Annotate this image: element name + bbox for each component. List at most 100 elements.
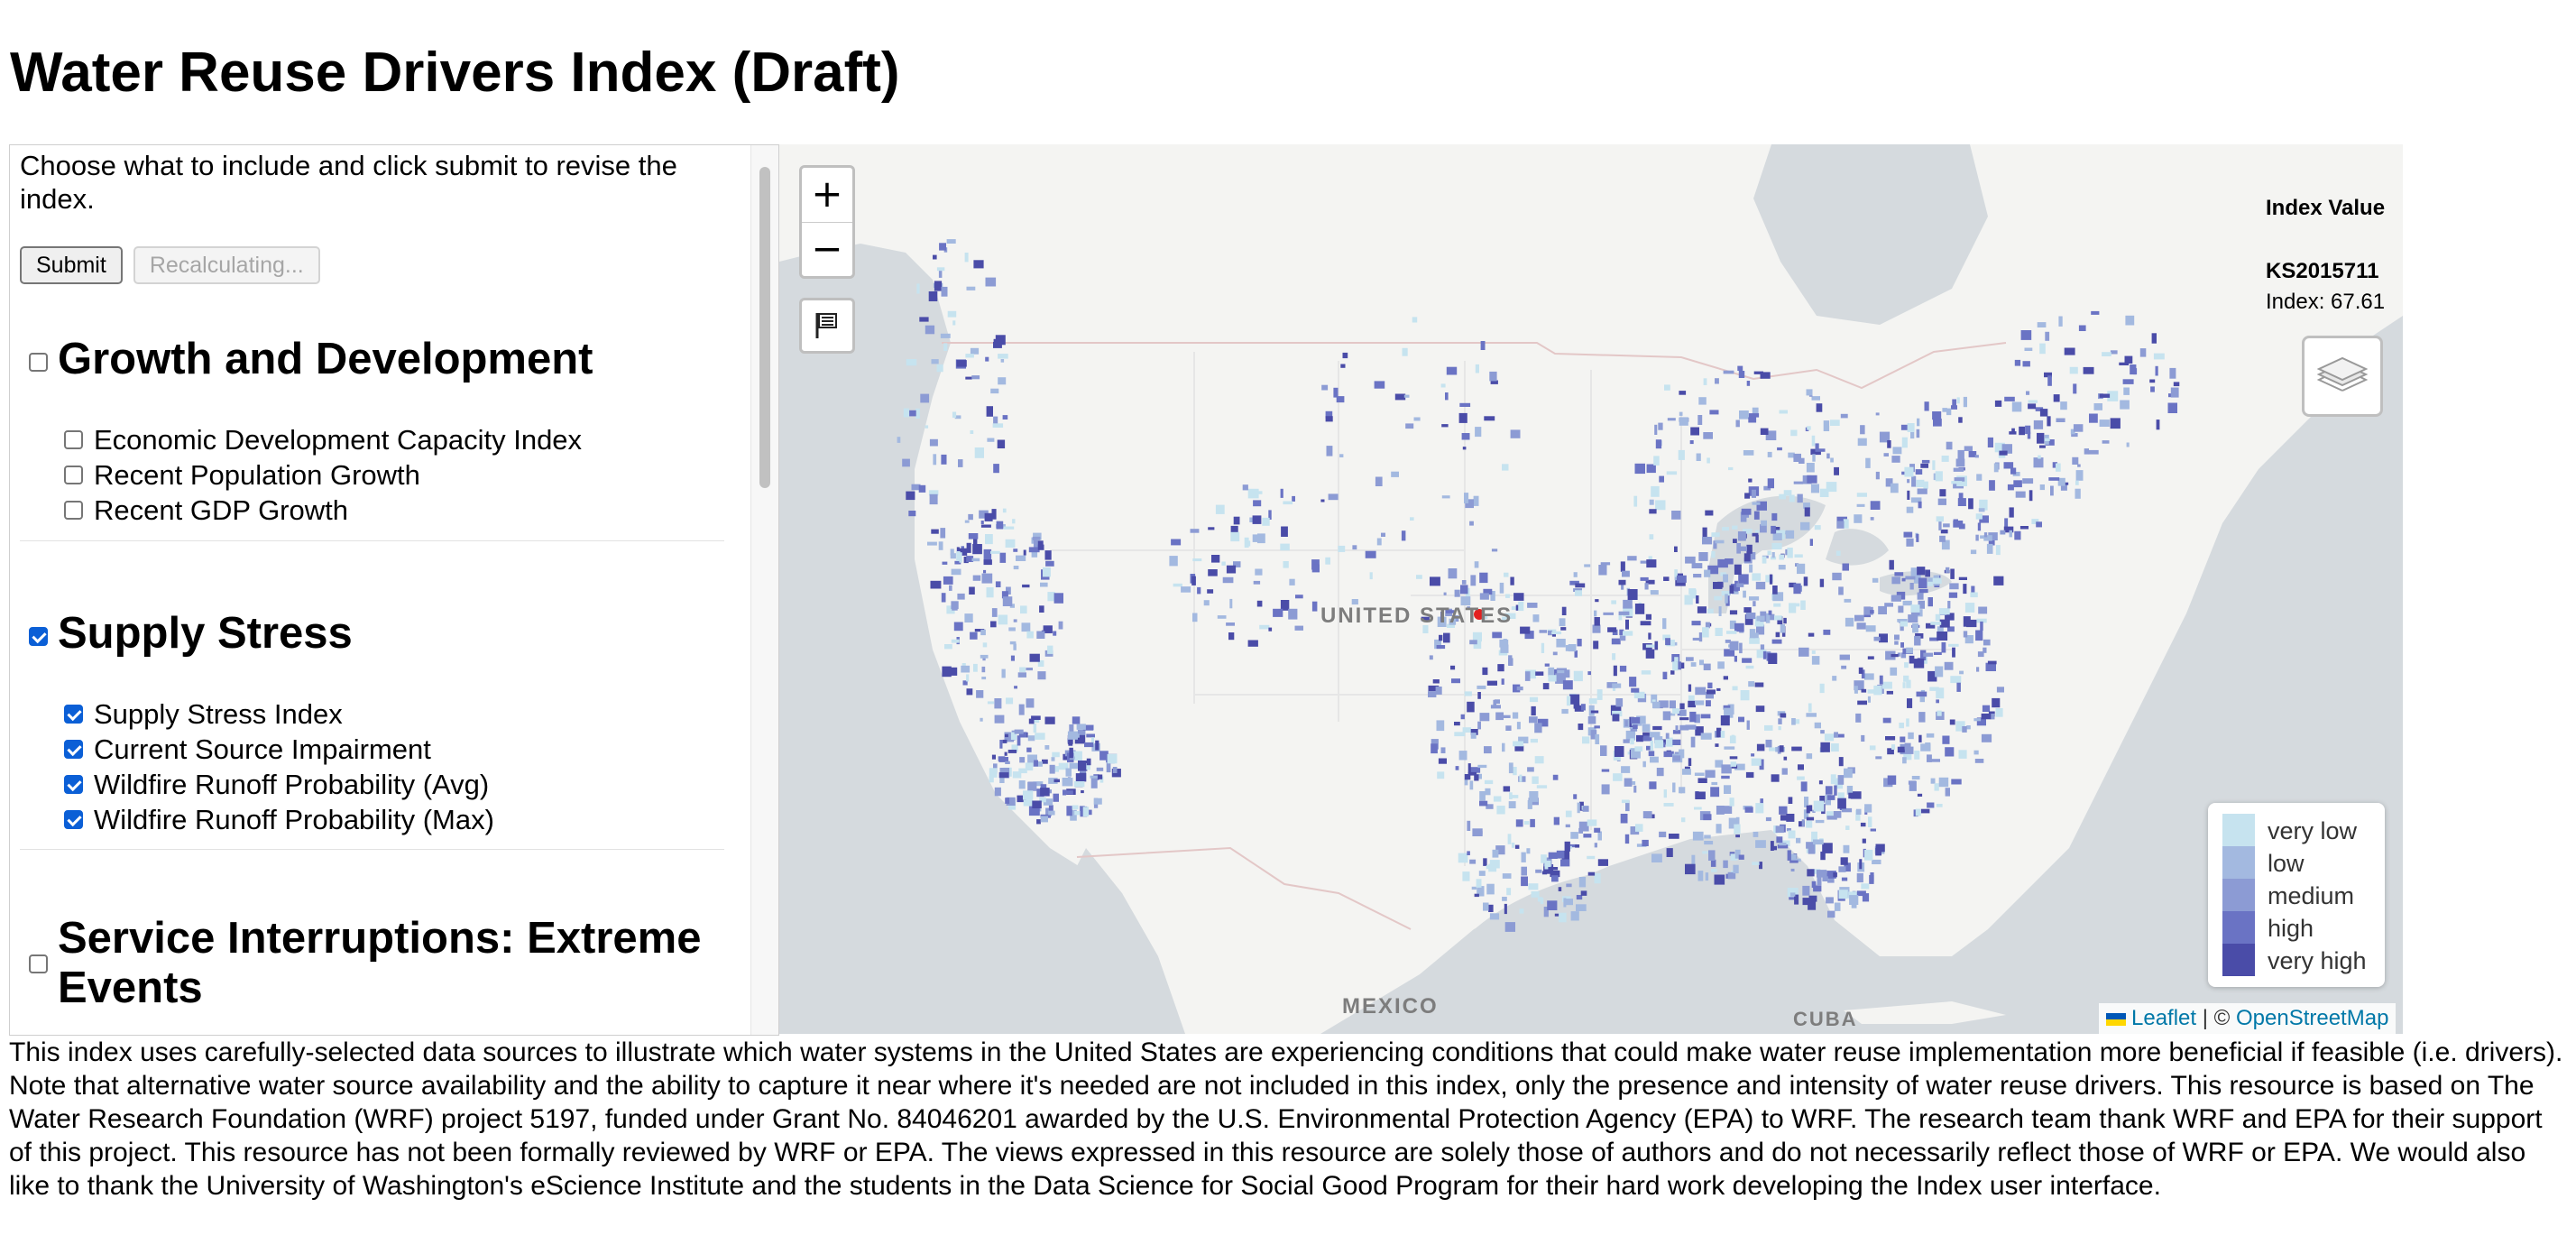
water-system-area[interactable] [2009,530,2013,538]
water-system-area[interactable] [2050,485,2054,496]
water-system-area[interactable] [1808,805,1813,812]
water-system-area[interactable] [1932,411,1942,420]
water-system-area[interactable] [991,509,997,520]
water-system-area[interactable] [1825,786,1833,795]
water-system-area[interactable] [1933,419,1942,427]
water-system-area[interactable] [1692,831,1704,841]
water-system-area[interactable] [1073,781,1085,788]
water-system-area[interactable] [1695,726,1704,736]
water-system-area[interactable] [1283,561,1289,568]
water-system-area[interactable] [2036,521,2042,528]
water-system-area[interactable] [1912,622,1918,633]
water-system-area[interactable] [1630,826,1640,835]
water-system-area[interactable] [1031,551,1038,558]
water-system-area[interactable] [1627,556,1637,561]
water-system-area[interactable] [1691,854,1696,864]
water-system-area[interactable] [1749,596,1760,601]
water-system-area[interactable] [1800,781,1808,792]
water-system-area[interactable] [1512,712,1519,719]
water-system-area[interactable] [957,548,968,556]
water-system-area[interactable] [992,423,1004,428]
water-system-area[interactable] [1646,464,1656,474]
water-system-area[interactable] [1936,687,1945,699]
water-system-area[interactable] [1472,632,1482,642]
water-system-area[interactable] [1729,765,1738,769]
water-system-area[interactable] [1288,608,1298,620]
water-system-area[interactable] [1932,577,1942,584]
water-system-area[interactable] [1717,558,1728,568]
water-system-area[interactable] [1451,678,1460,684]
water-system-area[interactable] [1510,429,1521,438]
water-system-area[interactable] [1432,679,1440,684]
water-system-area[interactable] [2099,393,2111,398]
water-system-area[interactable] [1797,563,1806,575]
water-system-area[interactable] [1771,639,1782,644]
water-system-area[interactable] [1855,808,1862,815]
water-system-area[interactable] [1493,699,1497,708]
water-system-area[interactable] [1690,662,1697,667]
water-system-area[interactable] [1502,873,1512,879]
water-system-area[interactable] [1911,475,1917,487]
water-system-area[interactable] [1587,855,1596,860]
water-system-area[interactable] [1536,785,1548,788]
water-system-area[interactable] [1691,621,1701,626]
water-system-area[interactable] [2150,386,2155,392]
water-system-area[interactable] [1565,810,1572,817]
water-system-area[interactable] [1721,775,1730,779]
water-system-area[interactable] [1948,643,1959,647]
water-system-area[interactable] [1886,690,1893,695]
water-system-area[interactable] [1909,583,1914,590]
water-system-area[interactable] [1807,475,1817,484]
water-system-area[interactable] [1033,724,1037,733]
water-system-area[interactable] [1729,756,1738,760]
water-system-area[interactable] [1107,753,1118,764]
water-system-area[interactable] [1942,408,1947,412]
water-system-area[interactable] [1464,774,1471,780]
water-system-area[interactable] [1970,549,1977,555]
water-system-area[interactable] [1618,613,1623,621]
water-system-area[interactable] [2099,420,2110,427]
water-system-area[interactable] [1499,715,1511,718]
water-system-area[interactable] [1009,604,1015,608]
water-system-area[interactable] [1799,457,1805,464]
water-system-area[interactable] [956,551,961,561]
water-system-area[interactable] [1622,570,1630,577]
water-system-area[interactable] [1801,819,1805,827]
water-system-area[interactable] [1697,606,1707,613]
water-system-area[interactable] [2014,359,2021,366]
water-system-area[interactable] [1717,661,1725,669]
water-system-area[interactable] [1806,463,1815,473]
water-system-area[interactable] [1632,781,1636,785]
water-system-area[interactable] [2073,383,2077,394]
water-system-area[interactable] [1920,463,1928,468]
water-system-area[interactable] [1749,629,1756,639]
water-system-area[interactable] [2057,477,2065,486]
water-system-area[interactable] [994,698,1002,709]
water-system-area[interactable] [939,243,946,251]
water-system-area[interactable] [1710,859,1716,867]
water-system-area[interactable] [1625,800,1630,812]
water-system-area[interactable] [1672,755,1681,761]
water-system-area[interactable] [1670,713,1676,716]
water-system-area[interactable] [918,484,926,493]
water-system-area[interactable] [1813,800,1825,812]
water-system-area[interactable] [2009,507,2014,518]
water-system-area[interactable] [1934,651,1942,655]
water-system-area[interactable] [1252,515,1262,524]
water-system-area[interactable] [1542,683,1550,690]
water-system-area[interactable] [1058,762,1069,770]
water-system-area[interactable] [1806,842,1815,849]
water-system-area[interactable] [1044,716,1055,724]
water-system-area[interactable] [1000,359,1005,363]
water-system-area[interactable] [1642,839,1649,846]
water-system-area[interactable] [1013,643,1017,650]
water-system-area[interactable] [1477,721,1481,730]
water-system-area[interactable] [1651,485,1660,497]
water-system-area[interactable] [1565,824,1570,828]
water-system-area[interactable] [1857,438,1867,447]
water-system-area[interactable] [936,267,945,272]
water-system-area[interactable] [1977,522,1982,531]
water-system-area[interactable] [1803,503,1810,509]
water-system-area[interactable] [2033,420,2044,429]
water-system-area[interactable] [1838,757,1844,767]
